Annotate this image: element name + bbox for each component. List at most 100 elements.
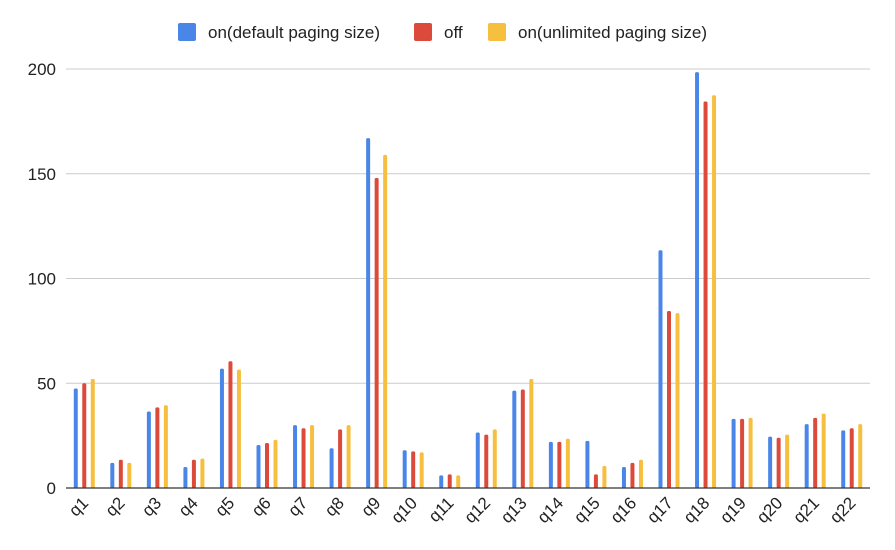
- legend: on(default paging size) off on(unlimited p…: [178, 23, 707, 42]
- x-axis-ticks: q1 q2 q3 q4 q5 q6 q7 q8 q9 q10 q11 q12 q13 q14 q15 q16 q…: [65, 493, 859, 526]
- bar-q22-series-1: [849, 428, 854, 488]
- y-tick-label: 0: [47, 479, 56, 498]
- bar-q18-series-1: [703, 101, 708, 488]
- bar-q16-series-2: [638, 459, 643, 488]
- bar-q9-series-1: [374, 177, 379, 488]
- bar-q9-series-2: [383, 154, 388, 488]
- bar-q10-series-0: [402, 450, 407, 488]
- bar-q2-series-0: [110, 462, 115, 488]
- bar-q10-series-2: [419, 452, 424, 488]
- bar-q2-series-2: [127, 462, 132, 488]
- bar-q14-series-0: [548, 441, 553, 488]
- bar-q15-series-1: [593, 474, 598, 488]
- x-tick-label: q11: [425, 493, 458, 526]
- bar-q20-series-2: [785, 434, 790, 488]
- x-tick-label: q6: [248, 493, 275, 520]
- bar-q3-series-0: [146, 411, 151, 488]
- bar-q11-series-0: [439, 475, 444, 488]
- bar-q7-series-1: [301, 428, 306, 488]
- y-tick-label: 50: [37, 374, 56, 393]
- bar-q4-series-2: [200, 458, 205, 488]
- bar-q16-series-0: [621, 467, 626, 488]
- legend-swatch: [488, 23, 506, 41]
- bar-q8-series-0: [329, 448, 334, 488]
- bars: [73, 72, 863, 488]
- bar-q11-series-1: [447, 474, 452, 488]
- bar-q14-series-1: [557, 441, 562, 488]
- bar-q13-series-0: [512, 390, 517, 488]
- legend-swatch: [414, 23, 432, 41]
- bar-q1-series-0: [73, 388, 78, 488]
- bar-q8-series-2: [346, 425, 351, 488]
- x-tick-label: q4: [175, 493, 202, 520]
- legend-label: on(default paging size): [208, 23, 380, 42]
- x-tick-label: q9: [358, 493, 385, 520]
- bar-q12-series-0: [475, 432, 480, 488]
- bar-q6-series-1: [265, 442, 269, 488]
- bar-q5-series-1: [228, 361, 233, 488]
- x-tick-label: q21: [790, 493, 823, 526]
- bar-q9-series-0: [366, 138, 371, 488]
- bar-q14-series-2: [565, 438, 570, 488]
- bar-q4-series-0: [183, 467, 188, 488]
- y-tick-label: 100: [28, 270, 56, 289]
- x-tick-label: q12: [461, 493, 494, 526]
- x-tick-label: q16: [607, 493, 640, 526]
- bar-q22-series-0: [841, 430, 846, 488]
- x-tick-label: q19: [716, 493, 749, 526]
- x-tick-label: q20: [753, 493, 786, 526]
- bar-q3-series-2: [163, 405, 168, 488]
- bar-q22-series-2: [858, 424, 863, 488]
- bar-q7-series-0: [293, 425, 298, 488]
- bar-q21-series-0: [804, 424, 809, 488]
- bar-q1-series-2: [90, 379, 95, 488]
- bar-q21-series-1: [813, 417, 818, 488]
- bar-q5-series-2: [236, 369, 241, 488]
- bar-q15-series-2: [602, 466, 607, 488]
- x-tick-label: q7: [285, 493, 312, 520]
- bar-q18-series-0: [695, 72, 700, 488]
- legend-label: on(unlimited paging size): [518, 23, 707, 42]
- bar-q20-series-1: [776, 437, 781, 488]
- legend-label: off: [444, 23, 463, 42]
- bar-q13-series-1: [520, 389, 525, 488]
- bar-q19-series-2: [748, 417, 753, 488]
- bar-q5-series-0: [219, 368, 224, 488]
- y-tick-label: 150: [28, 165, 56, 184]
- bar-q4-series-1: [191, 459, 196, 488]
- x-tick-label: q1: [65, 493, 92, 520]
- x-tick-label: q22: [826, 493, 859, 526]
- bar-q10-series-1: [411, 451, 416, 488]
- bar-q12-series-1: [484, 434, 489, 488]
- x-tick-label: q2: [102, 493, 129, 520]
- bar-q17-series-1: [667, 310, 671, 488]
- bar-q6-series-2: [273, 439, 278, 488]
- bar-q15-series-0: [585, 440, 590, 488]
- bar-q19-series-0: [731, 418, 736, 488]
- bar-q2-series-1: [118, 459, 123, 488]
- bar-q13-series-2: [529, 379, 534, 488]
- bar-q21-series-2: [821, 413, 826, 488]
- bar-q18-series-2: [712, 95, 717, 488]
- x-tick-label: q10: [388, 493, 421, 526]
- bar-q19-series-1: [740, 418, 745, 488]
- x-tick-label: q14: [534, 493, 567, 526]
- y-axis-ticks: 0 50 100 150 200: [28, 60, 56, 498]
- bar-q3-series-1: [155, 407, 160, 488]
- bar-q6-series-0: [256, 445, 261, 488]
- bar-q12-series-2: [492, 429, 497, 488]
- gridlines: [66, 68, 870, 384]
- y-tick-label: 200: [28, 60, 56, 79]
- x-tick-label: q13: [497, 493, 530, 526]
- bar-q1-series-1: [82, 383, 87, 488]
- bar-q20-series-0: [768, 436, 773, 488]
- x-tick-label: q17: [643, 493, 676, 526]
- bar-q11-series-2: [456, 475, 461, 488]
- x-tick-label: q8: [321, 493, 348, 520]
- x-tick-label: q18: [680, 493, 713, 526]
- x-tick-label: q5: [211, 493, 238, 520]
- x-tick-label: q3: [138, 493, 165, 520]
- bar-q16-series-1: [630, 462, 635, 488]
- bar-q17-series-2: [675, 313, 680, 488]
